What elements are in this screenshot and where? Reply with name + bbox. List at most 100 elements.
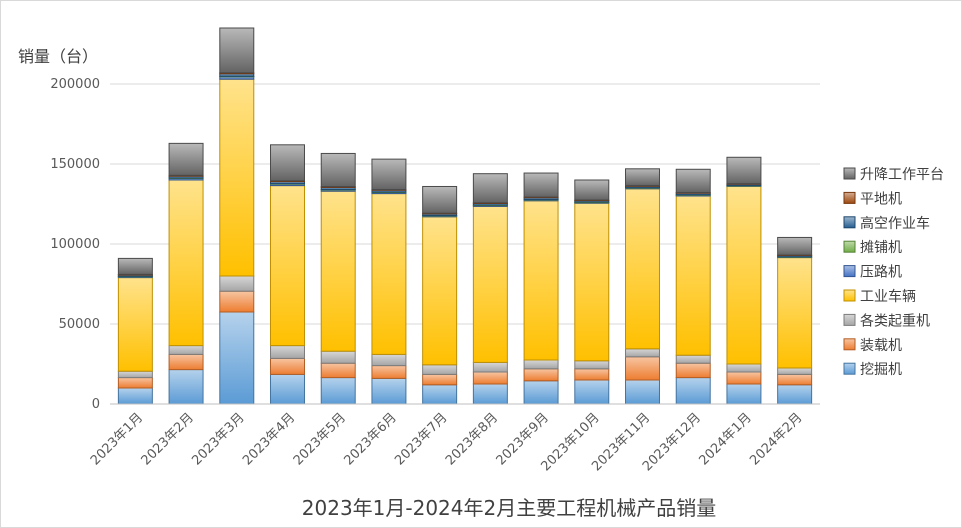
legend-item: 高空作业车 — [843, 215, 930, 232]
x-tick-label: 2023年1月 — [88, 410, 146, 468]
x-tick-label: 2023年4月 — [240, 410, 298, 468]
legend-swatch — [843, 216, 856, 229]
x-tick-label: 2023年2月 — [139, 410, 197, 468]
bar-segment — [574, 179, 610, 201]
bar-segment — [320, 377, 356, 405]
x-tick-label: 2024年1月 — [697, 410, 755, 468]
bar-segment — [117, 370, 153, 379]
legend-label: 平地机 — [860, 191, 902, 207]
bar-segment — [523, 172, 559, 198]
bar-segment — [625, 348, 660, 358]
bar-segment — [219, 275, 255, 292]
bar-segment — [117, 377, 153, 389]
legend-item: 平地机 — [843, 191, 902, 207]
bar-segment — [574, 360, 610, 370]
bar-segment — [523, 359, 559, 370]
legend-item: 摊铺机 — [843, 240, 902, 256]
bar-segment — [726, 156, 762, 185]
bar-segment — [675, 377, 711, 405]
legend-swatch — [843, 265, 856, 278]
bar-segment — [117, 387, 153, 405]
bar-segment — [371, 365, 407, 379]
bar-segment — [777, 367, 813, 375]
bar-segment — [777, 236, 813, 256]
bar-segment — [422, 216, 458, 366]
x-tick-label: 2023年8月 — [443, 410, 501, 468]
x-tick-label: 2023年3月 — [189, 410, 247, 468]
bar-segment — [523, 200, 559, 361]
bar-segment — [726, 371, 762, 385]
bar-segment — [472, 173, 508, 204]
bar-segment — [675, 362, 711, 379]
legend-swatch — [843, 289, 856, 302]
y-tick-label: 50000 — [59, 317, 100, 332]
bar-segment — [777, 373, 813, 386]
legend-label: 摊铺机 — [860, 240, 902, 256]
bar-segment — [168, 142, 204, 176]
bar-segment — [523, 380, 559, 405]
x-tick-label: 2023年7月 — [392, 410, 450, 468]
bar-segment — [219, 290, 255, 313]
bar-segment — [422, 364, 458, 375]
legend-label: 各类起重机 — [860, 313, 930, 329]
bar-segment — [422, 185, 458, 214]
gridlines — [110, 83, 820, 405]
legend-item: 压路机 — [843, 265, 902, 281]
bar-segment — [219, 78, 255, 277]
bar-segment — [270, 345, 305, 359]
bar-segment — [675, 195, 711, 356]
legend-swatch — [843, 338, 856, 351]
bar-segment — [726, 383, 762, 405]
bar-segment — [371, 158, 407, 191]
legend-swatch — [843, 313, 856, 326]
bar-segment — [625, 356, 660, 381]
bar-segment — [219, 311, 255, 405]
y-tick-label: 150000 — [50, 157, 100, 172]
bar-segment — [574, 202, 610, 362]
bar-segment — [270, 185, 305, 347]
legend-swatch — [843, 240, 856, 253]
bar-segment — [168, 179, 204, 347]
bar-segment — [168, 369, 204, 405]
bar-segment — [422, 373, 458, 386]
bar-segment — [472, 205, 508, 363]
y-axis: 0 50000 100000 150000 200000 — [50, 77, 100, 412]
legend-item: 工业车辆 — [843, 288, 916, 305]
y-axis-label: 销量（台） — [18, 47, 98, 66]
bar-segment — [270, 357, 305, 375]
bar-segment — [117, 277, 153, 372]
bar-segment — [270, 373, 305, 405]
x-tick-label: 2023年5月 — [291, 410, 349, 468]
y-tick-label: 100000 — [50, 237, 100, 252]
bar-segment — [422, 384, 458, 405]
bar-segment — [371, 377, 407, 405]
bar-segment — [777, 384, 813, 405]
legend-item: 挖掘机 — [843, 362, 902, 378]
legend-label: 高空作业车 — [860, 215, 930, 232]
bar-segment — [320, 362, 356, 379]
bar-segment — [726, 363, 762, 373]
legend-item: 各类起重机 — [843, 313, 930, 329]
legend-swatch — [843, 191, 856, 204]
bar-segment — [219, 27, 255, 74]
bar-segment — [270, 144, 305, 182]
legend-label: 装载机 — [860, 338, 902, 354]
y-tick-label: 200000 — [50, 77, 100, 92]
y-tick-label: 0 — [92, 397, 100, 412]
bar-segment — [625, 379, 660, 405]
bar-segment — [726, 185, 762, 365]
legend-label: 升降工作平台 — [860, 167, 944, 183]
bar-segment — [574, 368, 610, 381]
bar-segment — [523, 368, 559, 382]
bars — [117, 27, 813, 405]
bar-segment — [574, 379, 610, 405]
bar-segment — [168, 353, 204, 371]
bar-segment — [168, 345, 204, 355]
bar-segment — [625, 188, 660, 350]
bar-segment — [675, 168, 711, 193]
bar-segment — [320, 190, 356, 352]
legend-swatch — [843, 167, 856, 180]
